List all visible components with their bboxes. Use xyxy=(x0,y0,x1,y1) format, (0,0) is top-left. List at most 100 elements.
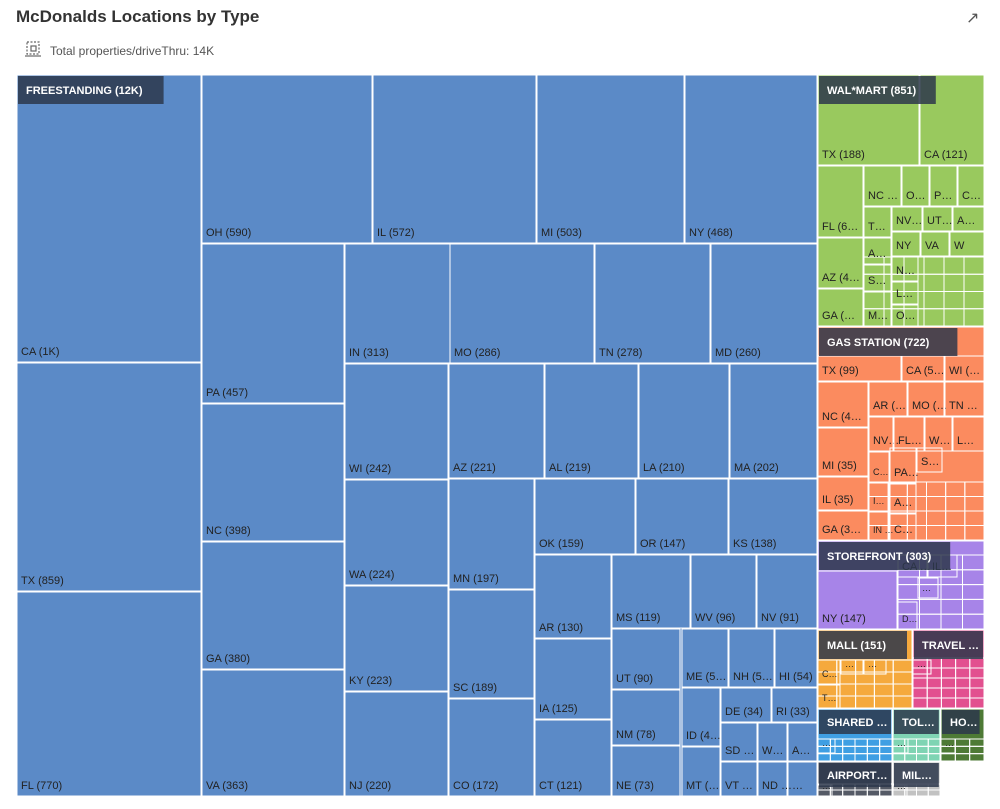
treemap-cell-freestanding-il-572[interactable] xyxy=(372,74,537,244)
treemap-cell-mall-t[interactable] xyxy=(817,684,841,709)
treemap-cell-freestanding-nm-78[interactable] xyxy=(611,689,681,746)
treemap-cell-wal-mart-nc[interactable] xyxy=(863,165,902,207)
treemap-cell-freestanding-nj-220[interactable] xyxy=(344,691,449,797)
treemap-cell-shared-cell[interactable] xyxy=(817,738,836,754)
treemap-cell-wal-mart-n[interactable] xyxy=(891,256,919,282)
expand-arrow-icon[interactable]: ↗ xyxy=(966,10,980,27)
treemap-cell-freestanding-mt[interactable] xyxy=(681,746,721,797)
treemap-cell-wal-mart-a[interactable] xyxy=(952,206,985,232)
treemap-cell-gas-station-fl[interactable] xyxy=(893,416,925,452)
treemap-cell-gas-station-a[interactable] xyxy=(889,483,917,514)
treemap-cell-storefront-ny-147[interactable] xyxy=(817,570,898,630)
treemap-cell-freestanding-sc-189[interactable] xyxy=(448,589,535,699)
treemap-cell-wal-mart-w[interactable] xyxy=(949,231,985,257)
treemap-cell-mall-cell[interactable] xyxy=(863,659,887,675)
treemap-cell-wal-mart-ut[interactable] xyxy=(922,206,953,232)
treemap-cell-freestanding-pa-457[interactable] xyxy=(201,243,345,404)
treemap-cell-wal-mart-a[interactable] xyxy=(863,237,892,265)
treemap-cell-mall-cell[interactable] xyxy=(840,659,864,675)
treemap-cell-freestanding-nd[interactable] xyxy=(757,761,788,797)
treemap-cell-ho-cell[interactable] xyxy=(940,738,956,754)
treemap-cell-storefront-cell[interactable] xyxy=(917,577,939,599)
treemap-cell-gas-station-tn[interactable] xyxy=(944,381,985,417)
treemap-cell-freestanding-oh-590[interactable] xyxy=(201,74,373,244)
treemap-cell-freestanding-wv-96[interactable] xyxy=(690,554,757,629)
treemap-cell-wal-mart-l[interactable] xyxy=(891,281,919,305)
treemap-cell-freestanding-wa-224[interactable] xyxy=(344,479,449,586)
treemap-cell-travel-cell[interactable] xyxy=(912,659,932,675)
treemap-cell-freestanding-mi-503[interactable] xyxy=(536,74,685,244)
treemap-cell-gas-station-l[interactable] xyxy=(952,416,985,452)
treemap-cell-freestanding-ri-33[interactable] xyxy=(771,687,818,723)
treemap-cell-wal-mart-tx-188[interactable] xyxy=(817,74,920,166)
treemap-cell-freestanding-mo-286[interactable] xyxy=(449,243,595,364)
treemap-cell-freestanding-al-219[interactable] xyxy=(544,363,639,479)
treemap-cell-wal-mart-o[interactable] xyxy=(891,304,919,327)
treemap-cell-freestanding-tn-278[interactable] xyxy=(594,243,711,364)
treemap-cell-freestanding-ok-159[interactable] xyxy=(534,478,636,555)
treemap-cell-gas-station-wi[interactable] xyxy=(944,355,985,382)
treemap-cell-freestanding-hi-54[interactable] xyxy=(774,628,818,688)
treemap-cell-gas-station-nv[interactable] xyxy=(868,416,894,452)
treemap-cell-freestanding-co-172[interactable] xyxy=(448,698,535,797)
treemap-cell-gas-station-nc-4[interactable] xyxy=(817,381,869,428)
treemap-cell-freestanding-ga-380[interactable] xyxy=(201,541,345,670)
treemap-cell-freestanding-me-5[interactable] xyxy=(681,628,729,688)
treemap-cell-wal-mart-fl-6[interactable] xyxy=(817,165,864,238)
treemap-cell-freestanding-a[interactable] xyxy=(787,722,818,762)
treemap-cell-gas-station-mo[interactable] xyxy=(907,381,945,417)
treemap-cell-wal-mart-ny[interactable] xyxy=(891,231,921,257)
treemap-cell-freestanding-ne-73[interactable] xyxy=(611,745,681,797)
treemap-cell-freestanding-ms-119[interactable] xyxy=(611,554,691,629)
treemap-cell-freestanding-ca-1k[interactable] xyxy=(16,74,202,363)
treemap-cell-storefront-d[interactable] xyxy=(897,601,918,630)
treemap-cell-gas-station-mi-35[interactable] xyxy=(817,427,869,477)
treemap-cell-gas-station-ga-3[interactable] xyxy=(817,510,869,541)
treemap-cell-gas-station-w[interactable] xyxy=(924,416,953,452)
treemap-cell-freestanding-id-4[interactable] xyxy=(681,687,721,747)
treemap-cell-freestanding-md-260[interactable] xyxy=(710,243,818,364)
treemap-cell-gas-station-c[interactable] xyxy=(868,451,890,483)
treemap-cell-freestanding-az-221[interactable] xyxy=(448,363,545,479)
treemap-cell-wal-mart-s[interactable] xyxy=(863,264,892,292)
treemap-cell-freestanding-tx-859[interactable] xyxy=(16,362,202,592)
treemap-cell-wal-mart-t[interactable] xyxy=(863,206,892,238)
treemap-cell-freestanding-nc-398[interactable] xyxy=(201,403,345,542)
treemap-cell-freestanding-ks-138[interactable] xyxy=(728,478,818,555)
treemap-cell-freestanding-ny-468[interactable] xyxy=(684,74,818,244)
treemap-cell-wal-mart-ga[interactable] xyxy=(817,288,864,327)
treemap-cell-wal-mart-c[interactable] xyxy=(957,165,985,207)
treemap-cell-freestanding-fl-770[interactable] xyxy=(16,591,202,797)
treemap-cell-mall-c[interactable] xyxy=(817,659,841,685)
treemap-cell-freestanding-ia-125[interactable] xyxy=(534,638,612,720)
treemap-cell-freestanding-vt[interactable] xyxy=(720,761,758,797)
treemap-cell-wal-mart-p[interactable] xyxy=(929,165,958,207)
treemap-cell-freestanding-va-363[interactable] xyxy=(201,669,345,797)
treemap-cell-gas-station-c[interactable] xyxy=(889,513,917,541)
treemap-cell-gas-station-pa[interactable] xyxy=(889,447,917,484)
treemap-cell-gas-station-in[interactable] xyxy=(868,511,890,541)
treemap-cell-freestanding-nh-5[interactable] xyxy=(728,628,775,688)
treemap-cell-freestanding-w[interactable] xyxy=(757,722,788,762)
treemap-cell-wal-mart-nv[interactable] xyxy=(891,206,923,232)
treemap-cell-freestanding-nv-91[interactable] xyxy=(756,554,818,629)
treemap-cell-freestanding-sd[interactable] xyxy=(720,722,758,762)
treemap-cell-freestanding-or-147[interactable] xyxy=(635,478,729,555)
treemap-cell-freestanding-ky-223[interactable] xyxy=(344,585,449,692)
treemap-cell-gas-station-s[interactable] xyxy=(916,447,943,473)
treemap-cell-wal-mart-az-4[interactable] xyxy=(817,237,864,289)
treemap-cell-gas-station-ar[interactable] xyxy=(868,381,908,417)
treemap-cell-freestanding-ut-90[interactable] xyxy=(611,628,681,690)
treemap-cell-freestanding-ar-130[interactable] xyxy=(534,554,612,639)
treemap-cell-wal-mart-va[interactable] xyxy=(920,231,950,257)
treemap-cell-freestanding-ma-202[interactable] xyxy=(729,363,818,479)
treemap-cell-freestanding-cell[interactable] xyxy=(787,761,818,797)
treemap-cell-gas-station-il-35[interactable] xyxy=(817,476,869,511)
treemap-cell-wal-mart-ca-121[interactable] xyxy=(919,74,985,166)
treemap-cell-freestanding-wi-242[interactable] xyxy=(344,363,449,480)
treemap-cell-freestanding-la-210[interactable] xyxy=(638,363,730,479)
treemap-cell-freestanding-ct-121[interactable] xyxy=(534,719,612,797)
treemap-cell-freestanding-de-34[interactable] xyxy=(720,687,772,723)
treemap-cell-gas-station-i[interactable] xyxy=(868,482,890,512)
treemap-cell-wal-mart-o[interactable] xyxy=(901,165,930,207)
